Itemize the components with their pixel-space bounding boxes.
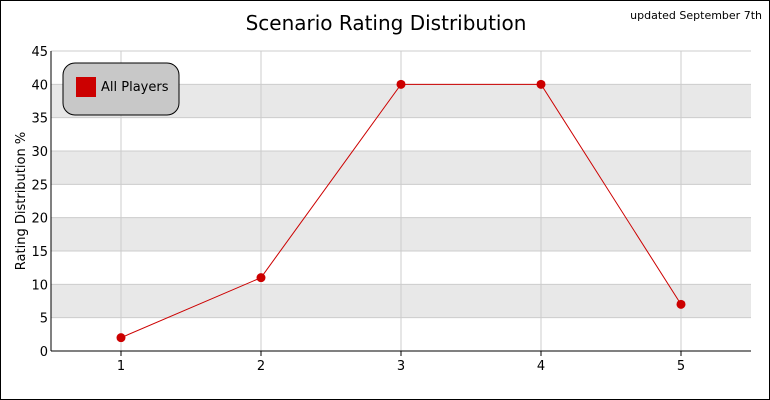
- x-tick-label: 2: [257, 359, 265, 374]
- legend-swatch: [76, 77, 96, 97]
- x-tick-label: 4: [537, 359, 545, 374]
- y-tick-label: 5: [40, 312, 48, 327]
- legend-box: [62, 62, 180, 116]
- series: [116, 79, 686, 343]
- x-tick-label: 5: [677, 359, 685, 374]
- y-tick-label: 40: [31, 78, 48, 93]
- legend-label: All Players: [101, 80, 169, 95]
- y-tick-labels: 0 5 10 15 20 25 30 35 40 45: [31, 45, 48, 360]
- x-tick-label: 3: [397, 359, 405, 374]
- y-tick-label: 10: [31, 278, 48, 293]
- y-tick-label: 0: [40, 345, 48, 360]
- data-point[interactable]: [536, 79, 546, 89]
- data-point[interactable]: [256, 273, 266, 283]
- data-point[interactable]: [676, 299, 686, 309]
- updated-date: updated September 7th: [630, 9, 762, 22]
- y-tick-label: 20: [31, 212, 48, 227]
- data-point[interactable]: [396, 79, 406, 89]
- x-tick-labels: 1 2 3 4 5: [117, 351, 685, 374]
- y-tick-label: 25: [31, 178, 48, 193]
- y-tick-label: 35: [31, 112, 48, 127]
- x-tick-label: 1: [117, 359, 125, 374]
- y-tick-label: 15: [31, 245, 48, 260]
- y-axis-label: Rating Distribution %: [14, 132, 29, 270]
- legend: All Players: [62, 62, 180, 116]
- y-tick-label: 30: [31, 145, 48, 160]
- y-tick-label: 45: [31, 45, 48, 60]
- data-point[interactable]: [116, 333, 126, 343]
- chart-title: Scenario Rating Distribution: [246, 11, 527, 35]
- gridlines: [51, 50, 751, 351]
